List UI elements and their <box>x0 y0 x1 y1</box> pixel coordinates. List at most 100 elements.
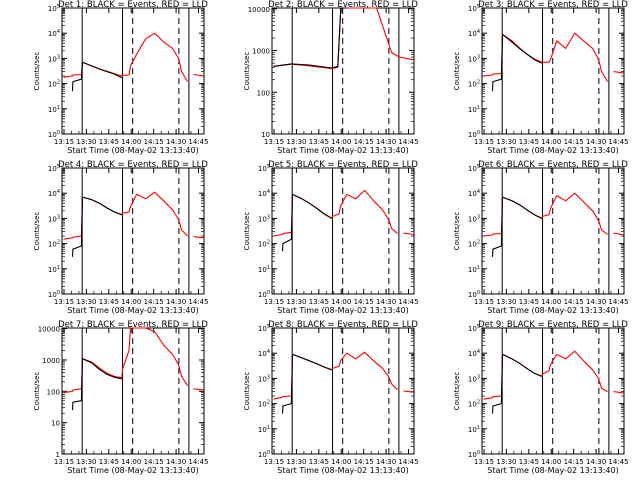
chart-panel-6: Det 6: BLACK = Events, RED = LLD 100 101 10… <box>453 160 629 315</box>
x-tick-label: 13:15 <box>474 138 494 146</box>
lld-series-line <box>273 7 415 70</box>
y-tick-label: 104 <box>258 189 270 198</box>
x-tick-label: 14:00 <box>541 298 561 306</box>
y-axis-label: Counts/sec <box>243 212 251 251</box>
chart-panel-1: Det 1: BLACK = Events, RED = LLD 100 101 10… <box>33 0 209 155</box>
y-tick-label: 10000 <box>38 326 60 334</box>
x-axis-label: Start Time (08-May-02 13:13:40) <box>277 466 408 475</box>
y-tick-label: 102 <box>468 400 480 409</box>
x-tick-label: 14:15 <box>144 138 164 146</box>
chart-panel-5: Det 5: BLACK = Events, RED = LLD 100 101 10… <box>243 160 419 315</box>
x-tick-label: 13:45 <box>519 138 539 146</box>
x-tick-label: 14:30 <box>166 458 186 466</box>
y-tick-label: 105 <box>468 164 480 173</box>
chart-title: Det 6: BLACK = Events, RED = LLD <box>478 160 628 170</box>
x-tick-label: 14:00 <box>331 298 351 306</box>
x-tick-label: 14:00 <box>541 138 561 146</box>
x-tick-label: 14:00 <box>121 138 141 146</box>
y-tick-label: 100 <box>468 130 480 139</box>
chart-panel-7: Det 7: BLACK = Events, RED = LLD 1 10 100 10… <box>33 320 209 475</box>
y-axis-label: Counts/sec <box>453 52 461 91</box>
y-tick-label: 100 <box>48 130 60 139</box>
y-tick-label: 1 <box>56 451 60 459</box>
x-tick-label: 13:45 <box>99 138 119 146</box>
y-tick-label: 102 <box>48 80 60 89</box>
y-tick-label: 104 <box>48 29 60 38</box>
chart-title: Det 5: BLACK = Events, RED = LLD <box>268 160 418 170</box>
x-tick-label: 13:30 <box>286 138 306 146</box>
x-tick-label: 14:30 <box>166 298 186 306</box>
lld-series-line <box>483 192 625 237</box>
y-tick-label: 103 <box>48 214 60 223</box>
y-tick-label: 103 <box>468 54 480 63</box>
events-series-line <box>493 34 608 91</box>
chart-panel-9: Det 9: BLACK = Events, RED = LLD 100 101 10… <box>453 320 629 475</box>
y-tick-label: 101 <box>468 105 480 114</box>
x-tick-label: 14:45 <box>398 138 418 146</box>
y-tick-label: 102 <box>258 240 270 249</box>
x-axis-label: Start Time (08-May-02 13:13:40) <box>487 466 618 475</box>
chart-panel-4: Det 4: BLACK = Events, RED = LLD 100 101 10… <box>33 160 209 315</box>
x-tick-label: 13:30 <box>76 138 96 146</box>
x-tick-label: 14:15 <box>354 458 374 466</box>
y-axis-label: Counts/sec <box>243 52 251 91</box>
x-tick-label: 13:45 <box>99 298 119 306</box>
y-tick-label: 105 <box>468 324 480 333</box>
x-tick-label: 13:15 <box>54 458 74 466</box>
x-tick-label: 14:30 <box>376 138 396 146</box>
y-tick-label: 101 <box>48 105 60 114</box>
y-tick-label: 10 <box>261 131 270 139</box>
y-tick-label: 104 <box>258 349 270 358</box>
lld-series-line <box>63 191 205 240</box>
x-axis-label: Start Time (08-May-02 13:13:40) <box>487 146 618 155</box>
x-tick-label: 13:30 <box>496 458 516 466</box>
x-tick-label: 13:30 <box>496 298 516 306</box>
y-tick-label: 104 <box>468 189 480 198</box>
x-tick-label: 14:15 <box>144 458 164 466</box>
x-tick-label: 14:45 <box>188 138 208 146</box>
x-tick-label: 14:45 <box>608 138 628 146</box>
chart-panel-2: Det 2: BLACK = Events, RED = LLD 10 100 100… <box>243 0 419 155</box>
x-tick-label: 14:15 <box>354 298 374 306</box>
chart-title: Det 1: BLACK = Events, RED = LLD <box>58 0 208 10</box>
x-axis-label: Start Time (08-May-02 13:13:40) <box>67 466 198 475</box>
x-tick-label: 14:30 <box>376 298 396 306</box>
y-tick-label: 104 <box>48 189 60 198</box>
x-axis-label: Start Time (08-May-02 13:13:40) <box>487 306 618 315</box>
y-axis-label: Counts/sec <box>33 52 41 91</box>
x-tick-label: 14:45 <box>608 298 628 306</box>
x-tick-label: 14:45 <box>188 298 208 306</box>
x-tick-label: 14:00 <box>121 298 141 306</box>
events-series-line <box>283 194 398 251</box>
chart-title: Det 4: BLACK = Events, RED = LLD <box>58 160 208 170</box>
y-tick-label: 103 <box>468 374 480 383</box>
x-tick-label: 13:45 <box>309 138 329 146</box>
x-tick-label: 14:45 <box>188 458 208 466</box>
x-tick-label: 13:30 <box>286 298 306 306</box>
y-tick-label: 101 <box>258 425 270 434</box>
y-axis-label: Counts/sec <box>243 372 251 411</box>
y-tick-label: 101 <box>48 265 60 274</box>
y-tick-label: 103 <box>48 54 60 63</box>
y-tick-label: 1000 <box>252 48 270 56</box>
y-tick-label: 105 <box>48 164 60 173</box>
lld-series-line <box>63 327 205 394</box>
chart-panel-3: Det 3: BLACK = Events, RED = LLD 100 101 10… <box>453 0 629 155</box>
y-tick-label: 101 <box>468 265 480 274</box>
y-tick-label: 100 <box>48 290 60 299</box>
y-tick-label: 105 <box>48 4 60 13</box>
x-tick-label: 14:30 <box>166 138 186 146</box>
x-tick-label: 13:45 <box>519 458 539 466</box>
chart-title: Det 7: BLACK = Events, RED = LLD <box>58 320 208 330</box>
y-tick-label: 103 <box>258 374 270 383</box>
x-axis-label: Start Time (08-May-02 13:13:40) <box>277 306 408 315</box>
y-tick-label: 104 <box>468 29 480 38</box>
y-axis-label: Counts/sec <box>453 372 461 411</box>
x-axis-label: Start Time (08-May-02 13:13:40) <box>67 146 198 155</box>
x-tick-label: 14:15 <box>564 138 584 146</box>
x-tick-label: 13:15 <box>54 298 74 306</box>
y-axis-label: Counts/sec <box>33 372 41 411</box>
y-tick-label: 1000 <box>42 357 60 365</box>
y-tick-label: 100 <box>258 450 270 459</box>
